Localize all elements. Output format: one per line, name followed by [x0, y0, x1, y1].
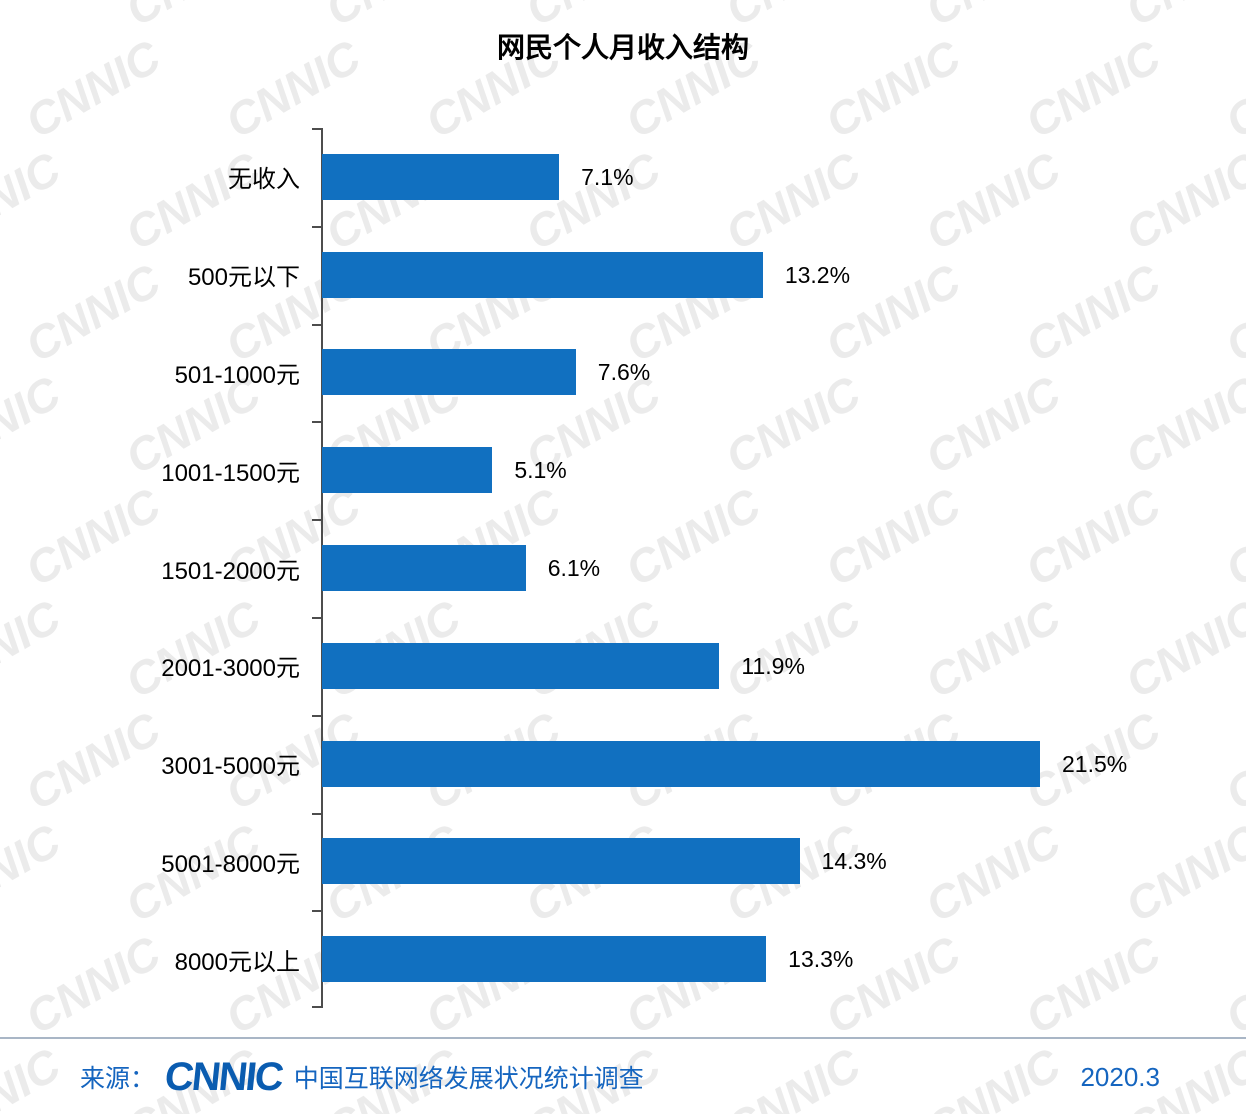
axis-tick: [312, 323, 321, 326]
bar: [322, 349, 576, 396]
category-label: 500元以下: [187, 264, 300, 292]
bar-track: 14.3%: [322, 838, 1246, 885]
category-label: 1501-2000元: [161, 557, 300, 585]
bar-chart: 无收入 7.1% 500元以下 13.2% 501-1000元 7.6% 1001-1500…: [0, 128, 1246, 1008]
footer-divider: [0, 1037, 1246, 1039]
value-label: 7.1%: [581, 163, 634, 190]
axis-tick: [312, 225, 321, 228]
axis-tick: [312, 714, 321, 717]
value-label: 13.3%: [788, 946, 854, 973]
axis-tick: [312, 617, 321, 619]
bar: [322, 251, 763, 298]
chart-row: 500元以下 13.2%: [0, 226, 1246, 324]
bar: [322, 936, 767, 983]
source-name: 中国互联网络发展状况统计调查: [293, 1065, 644, 1093]
value-label: 13.2%: [784, 261, 851, 288]
source-label: 来源：: [80, 1065, 156, 1093]
value-label: 14.3%: [821, 848, 887, 875]
chart-row: 1501-2000元 6.1%: [0, 519, 1246, 617]
bar-track: 11.9%: [322, 642, 1246, 689]
value-label: 7.6%: [597, 359, 651, 386]
bar-track: 5.1%: [322, 447, 1246, 494]
bar-track: 7.6%: [322, 349, 1246, 396]
value-label: 6.1%: [547, 555, 601, 582]
chart-row: 2001-3000元 11.9%: [0, 617, 1246, 715]
bar-track: 7.1%: [322, 153, 1246, 200]
footer: 来源： CNNIC 中国互联网络发展状况统计调查 2020.3: [80, 1050, 1160, 1104]
chart-row: 无收入 7.1%: [0, 128, 1246, 226]
value-label: 5.1%: [514, 457, 567, 484]
bar: [322, 740, 1040, 787]
axis-tick: [312, 421, 321, 424]
category-label: 8000元以上: [174, 948, 300, 976]
category-label: 501-1000元: [174, 361, 300, 389]
chart-row: 3001-5000元 21.5%: [0, 715, 1246, 813]
bar-track: 6.1%: [322, 545, 1246, 592]
axis-tick: [312, 812, 321, 815]
chart-rows: 无收入 7.1% 500元以下 13.2% 501-1000元 7.6% 1001-1500…: [0, 128, 1246, 1008]
bar: [322, 545, 526, 592]
axis-tick: [312, 128, 321, 130]
axis-tick: [312, 910, 321, 913]
bar-track: 13.2%: [322, 251, 1246, 298]
category-label: 2001-3000元: [161, 655, 300, 683]
axis-tick: [312, 519, 321, 522]
category-label: 5001-8000元: [161, 850, 300, 878]
chart-row: 5001-8000元 14.3%: [0, 813, 1246, 911]
category-label: 无收入: [228, 166, 300, 194]
chart-row: 1001-1500元 5.1%: [0, 421, 1246, 519]
chart-row: 8000元以上 13.3%: [0, 910, 1246, 1008]
bar: [322, 642, 720, 689]
category-label: 3001-5000元: [161, 753, 300, 781]
bar-track: 21.5%: [322, 740, 1246, 787]
bar: [322, 447, 493, 494]
bar-track: 13.3%: [322, 936, 1246, 983]
value-label: 11.9%: [741, 652, 805, 679]
bar: [322, 153, 560, 200]
watermark-text: CNNIC: [0, 1038, 69, 1114]
cnnic-logo: CNNIC: [162, 1054, 285, 1099]
chart-title: 网民个人月收入结构: [496, 32, 749, 63]
value-label: 21.5%: [1062, 750, 1128, 777]
axis-tick: [312, 1006, 321, 1008]
chart-row: 501-1000元 7.6%: [0, 324, 1246, 422]
bar: [322, 838, 800, 885]
report-date: 2020.3: [1080, 1061, 1160, 1092]
category-label: 1001-1500元: [161, 459, 300, 487]
